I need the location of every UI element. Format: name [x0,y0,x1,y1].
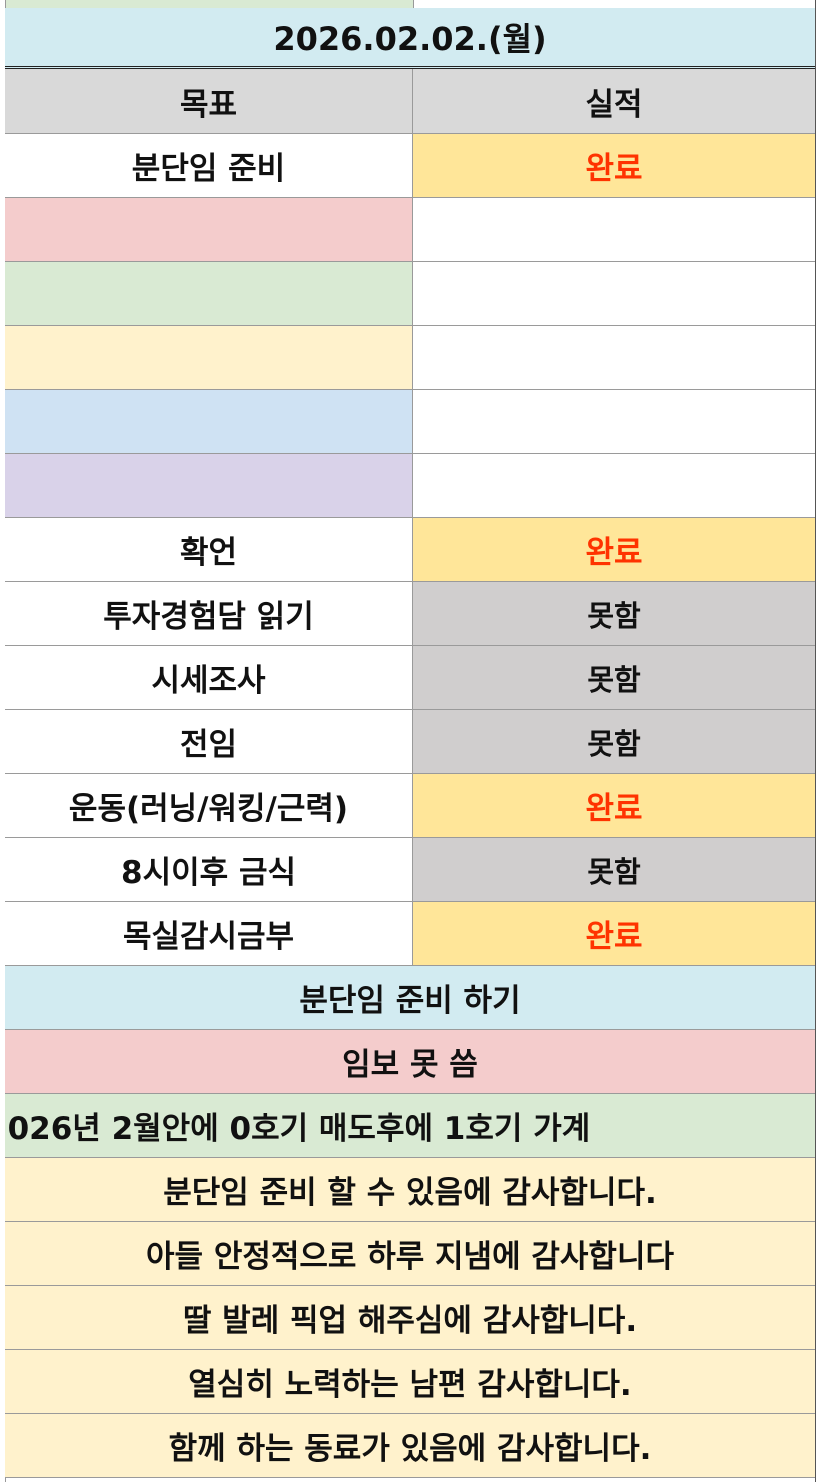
result-cell[interactable]: 완료 [413,774,815,837]
note-cell[interactable]: 열심히 노력하는 남편 감사합니다. [5,1350,815,1413]
note-cell[interactable]: 임보 못 씀 [5,1030,815,1093]
table-row: 전임 못함 [5,710,815,774]
goal-cell[interactable]: 시세조사 [5,646,413,709]
table-row: 확언 완료 [5,518,815,582]
goal-cell[interactable]: 분단임 준비 [5,134,413,197]
goal-cell[interactable]: 확언 [5,518,413,581]
note-row: 아들 안정적으로 하루 지냄에 감사합니다 [5,1222,815,1286]
result-cell[interactable] [413,262,815,325]
note-cell[interactable]: 딸 발레 픽업 해주심에 감사합니다. [5,1286,815,1349]
goal-cell[interactable]: 전임 [5,710,413,773]
daily-goal-sheet: 2026.02.02.(월) 목표 실적 분단임 준비 완료 확언 완료 투자경험담 읽… [5,8,815,1478]
date-cell[interactable]: 2026.02.02.(월) [273,20,547,58]
next-column-edge [815,0,827,1482]
goal-cell[interactable] [5,326,413,389]
note-row: 임보 못 씀 [5,1030,815,1094]
note-row: 2026년 2월안에 0호기 매도후에 1호기 가계 [5,1094,815,1158]
goal-cell[interactable]: 8시이후 금식 [5,838,413,901]
result-cell[interactable]: 못함 [413,582,815,645]
table-row [5,326,815,390]
goal-cell[interactable] [5,262,413,325]
note-row: 분단임 준비 할 수 있음에 감사합니다. [5,1158,815,1222]
result-cell[interactable] [413,390,815,453]
previous-cell[interactable] [5,0,414,8]
goal-cell[interactable] [5,198,413,261]
note-row: 딸 발레 픽업 해주심에 감사합니다. [5,1286,815,1350]
note-cell[interactable]: 분단임 준비 할 수 있음에 감사합니다. [5,1158,815,1221]
result-cell[interactable]: 못함 [413,646,815,709]
header-row: 목표 실적 [5,69,815,134]
goal-cell[interactable]: 투자경험담 읽기 [5,582,413,645]
note-row: 열심히 노력하는 남편 감사합니다. [5,1350,815,1414]
goal-cell[interactable] [5,454,413,517]
table-row: 운동(러닝/워킹/근력) 완료 [5,774,815,838]
date-row: 2026.02.02.(월) [5,8,815,69]
goal-cell[interactable]: 운동(러닝/워킹/근력) [5,774,413,837]
result-cell[interactable] [413,454,815,517]
table-row [5,262,815,326]
table-row [5,390,815,454]
note-cell[interactable]: 아들 안정적으로 하루 지냄에 감사합니다 [5,1222,815,1285]
note-cell[interactable]: 분단임 준비 하기 [5,966,815,1029]
table-row: 분단임 준비 완료 [5,134,815,198]
result-cell[interactable]: 못함 [413,710,815,773]
table-row: 투자경험담 읽기 못함 [5,582,815,646]
previous-row-strip [0,0,827,8]
table-row [5,454,815,518]
result-cell[interactable]: 못함 [413,838,815,901]
result-cell[interactable]: 완료 [413,902,815,965]
goal-cell[interactable] [5,390,413,453]
note-row: 함께 하는 동료가 있음에 감사합니다. [5,1414,815,1478]
note-cell[interactable]: 함께 하는 동료가 있음에 감사합니다. [5,1414,815,1477]
result-cell[interactable]: 완료 [413,518,815,581]
goal-header[interactable]: 목표 [5,69,413,133]
result-cell[interactable] [413,326,815,389]
table-row: 시세조사 못함 [5,646,815,710]
goal-cell[interactable]: 목실감시금부 [5,902,413,965]
note-cell[interactable]: 2026년 2월안에 0호기 매도후에 1호기 가계 [5,1094,815,1157]
result-cell[interactable]: 완료 [413,134,815,197]
table-row: 목실감시금부 완료 [5,902,815,966]
table-row: 8시이후 금식 못함 [5,838,815,902]
table-row [5,198,815,262]
result-header[interactable]: 실적 [413,69,815,133]
note-row: 분단임 준비 하기 [5,966,815,1030]
result-cell[interactable] [413,198,815,261]
